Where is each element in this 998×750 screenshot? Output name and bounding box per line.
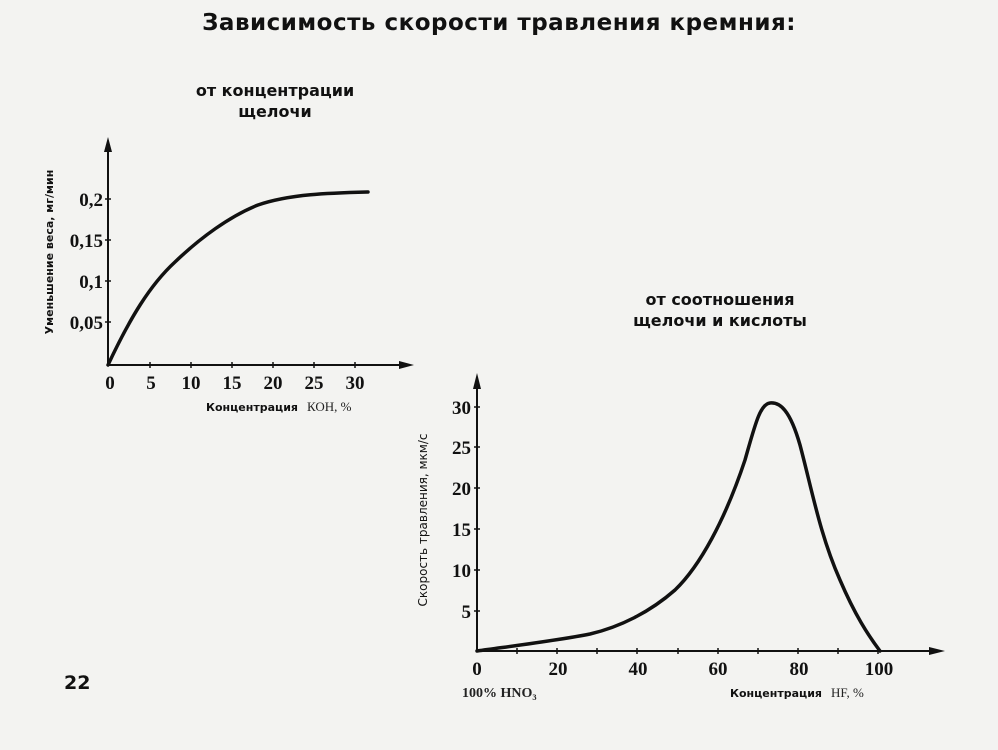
hf-ytick: 5 [462, 602, 472, 623]
koh-xtick: 10 [182, 373, 201, 394]
koh-chart-subtitle: от концентрации щелочи [150, 80, 400, 122]
hf-x-origin-label: 100% HNO₃ [462, 686, 537, 701]
koh-xtick: 25 [305, 373, 324, 394]
koh-xtick: 5 [146, 373, 156, 394]
koh-ytick: 0,2 [79, 190, 103, 211]
hf-x-axis-label: Концентрация HF, % [730, 684, 864, 701]
page-number: 22 [64, 672, 91, 694]
page-title: Зависимость скорости травления кремния: [202, 10, 796, 36]
hf-xlabel-rest: HF, % [831, 685, 864, 700]
koh-xlabel-bold: Концентрация [206, 401, 298, 414]
koh-curve [106, 190, 370, 367]
koh-y-axis-label: Уменьшение веса, мг/мин [43, 170, 56, 335]
hf-ytick: 20 [452, 479, 471, 500]
koh-subtitle-line2: щелочи [238, 102, 312, 121]
hf-ytick: 25 [452, 438, 471, 459]
koh-xlabel-rest: КОН, % [307, 399, 352, 414]
koh-ytick: 0,1 [79, 272, 103, 293]
hf-x-arrow-icon [929, 647, 945, 655]
hf-xlabel-bold: Концентрация [730, 687, 822, 700]
koh-x-arrow-icon [399, 361, 414, 369]
hf-ytick: 30 [452, 398, 471, 419]
hf-xtick: 40 [629, 659, 648, 680]
koh-ytick: 0,05 [70, 313, 103, 334]
koh-xtick: 15 [223, 373, 242, 394]
koh-y-arrow-icon [104, 137, 112, 152]
hf-y-axis-label: Скорость травления, мкм/с [416, 434, 430, 607]
hf-xtick: 0 [472, 659, 482, 680]
hf-xtick: 60 [709, 659, 728, 680]
hf-xtick: 80 [790, 659, 809, 680]
hf-chart: 0 20 40 60 80 100 5 10 15 20 25 30 Скоро… [416, 373, 945, 701]
hf-ytick: 10 [452, 561, 471, 582]
koh-subtitle-line1: от концентрации [195, 81, 355, 100]
hf-subtitle-line1: от соотношения [645, 290, 795, 309]
koh-xtick: 20 [264, 373, 283, 394]
hf-curve [475, 401, 882, 653]
koh-ytick: 0,15 [70, 231, 103, 252]
hf-xtick: 20 [549, 659, 568, 680]
koh-xtick: 30 [346, 373, 365, 394]
hf-xtick: 100 [865, 659, 894, 680]
koh-x-axis-label: Концентрация КОН, % [206, 398, 352, 415]
koh-chart: 0 5 10 15 20 25 30 0,05 0,1 0,15 0,2 Уме… [43, 137, 414, 415]
hf-y-arrow-icon [473, 373, 481, 389]
hf-ytick: 15 [452, 520, 471, 541]
hf-subtitle-line2: щелочи и кислоты [633, 311, 807, 330]
hf-chart-subtitle: от соотношения щелочи и кислоты [590, 289, 850, 331]
koh-xtick: 0 [105, 373, 115, 394]
